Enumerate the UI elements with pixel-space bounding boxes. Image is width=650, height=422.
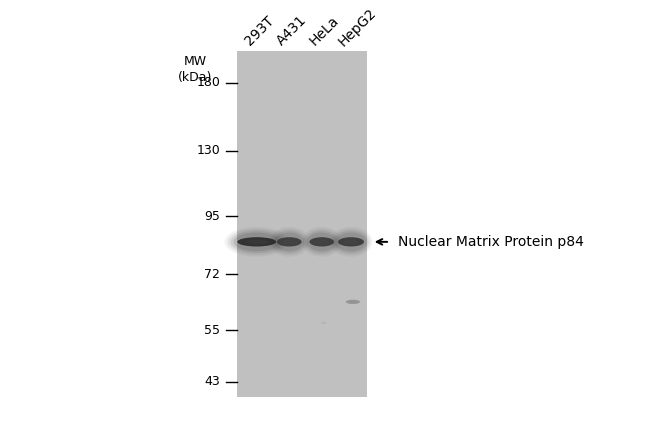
Ellipse shape [332,229,370,255]
Ellipse shape [230,231,283,253]
Text: A431: A431 [274,13,309,49]
Ellipse shape [315,240,329,244]
Bar [237,51,367,397]
Ellipse shape [307,233,337,251]
Text: 55: 55 [204,324,220,337]
Ellipse shape [309,237,334,246]
Text: MW
(kDa): MW (kDa) [178,55,212,84]
Text: 130: 130 [196,144,220,157]
Ellipse shape [245,240,268,244]
Text: HeLa: HeLa [307,14,341,49]
Ellipse shape [330,227,372,257]
Ellipse shape [346,300,360,304]
Ellipse shape [272,231,306,253]
Text: 72: 72 [205,268,220,281]
Ellipse shape [271,229,308,255]
Text: Nuclear Matrix Protein p84: Nuclear Matrix Protein p84 [398,235,584,249]
Ellipse shape [343,240,359,244]
Ellipse shape [233,233,280,251]
Text: HepG2: HepG2 [336,5,379,49]
Text: 293T: 293T [242,14,277,49]
Ellipse shape [335,233,367,251]
Ellipse shape [305,231,339,253]
Ellipse shape [303,229,341,255]
Ellipse shape [274,233,304,251]
Ellipse shape [225,227,289,257]
Ellipse shape [282,240,296,244]
Ellipse shape [333,231,369,253]
Ellipse shape [269,227,309,257]
Ellipse shape [227,229,286,255]
Ellipse shape [321,322,326,324]
Text: 43: 43 [205,375,220,388]
Ellipse shape [338,237,364,246]
Ellipse shape [237,237,276,246]
Text: 95: 95 [205,210,220,223]
Ellipse shape [277,237,302,246]
Text: 180: 180 [196,76,220,89]
Ellipse shape [302,227,342,257]
